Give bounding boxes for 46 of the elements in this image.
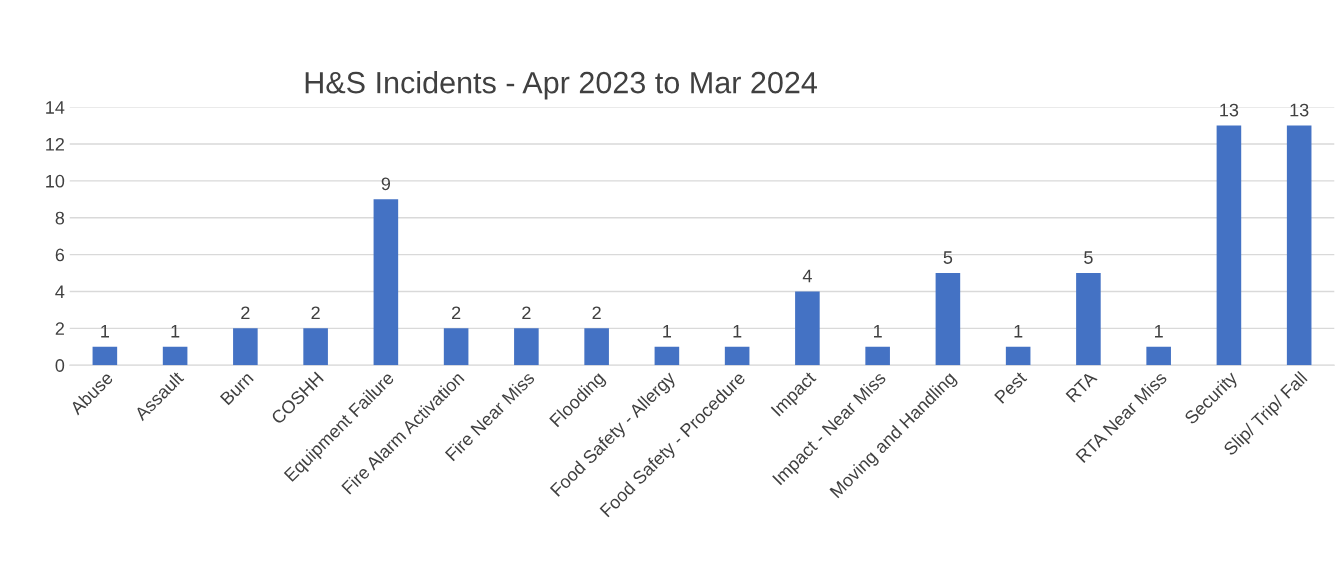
bar — [584, 328, 609, 366]
bar — [1005, 346, 1031, 366]
data-label: 9 — [381, 177, 391, 191]
data-label: 2 — [241, 306, 250, 320]
bar — [1216, 125, 1242, 366]
y-tick-label: 4 — [55, 285, 65, 298]
bar — [233, 328, 258, 366]
data-label: 13 — [1290, 103, 1309, 117]
data-label: 4 — [802, 269, 812, 283]
bar — [654, 346, 680, 366]
bar — [1076, 273, 1101, 366]
bar — [935, 273, 961, 366]
bar — [865, 346, 890, 366]
data-label: 1 — [663, 325, 672, 338]
bar — [724, 346, 750, 366]
data-label: 5 — [1084, 251, 1093, 264]
bar — [1286, 125, 1312, 366]
y-tick-label: 10 — [46, 174, 65, 188]
y-tick-label: 6 — [55, 248, 65, 262]
bar — [795, 291, 820, 366]
data-label: 1 — [1155, 325, 1163, 338]
data-label: 1 — [171, 325, 180, 338]
data-label: 2 — [452, 306, 461, 320]
data-label: 1 — [733, 325, 742, 338]
bar — [92, 346, 118, 366]
bar — [1146, 346, 1171, 366]
y-tick-label: 8 — [55, 211, 65, 225]
data-label: 5 — [943, 251, 953, 264]
chart-title: H&S Incidents - Apr 2023 to Mar 2024 — [305, 71, 817, 100]
y-tick-label: 2 — [55, 322, 64, 335]
x-tick-label: RTA — [1065, 370, 1098, 403]
bar — [303, 328, 328, 366]
bar — [514, 328, 539, 366]
y-tick-label: 12 — [46, 137, 64, 151]
data-label: 13 — [1220, 103, 1239, 117]
data-label: 1 — [101, 325, 109, 338]
bar — [443, 328, 469, 366]
data-label: 2 — [311, 306, 320, 320]
data-label: 2 — [592, 306, 601, 320]
y-tick-label: 14 — [46, 101, 65, 114]
bar — [373, 199, 399, 366]
bar — [162, 346, 188, 366]
y-tick-label: 0 — [55, 359, 65, 372]
data-label: 1 — [874, 325, 882, 338]
data-label: 1 — [1014, 325, 1023, 338]
data-label: 2 — [522, 306, 531, 320]
